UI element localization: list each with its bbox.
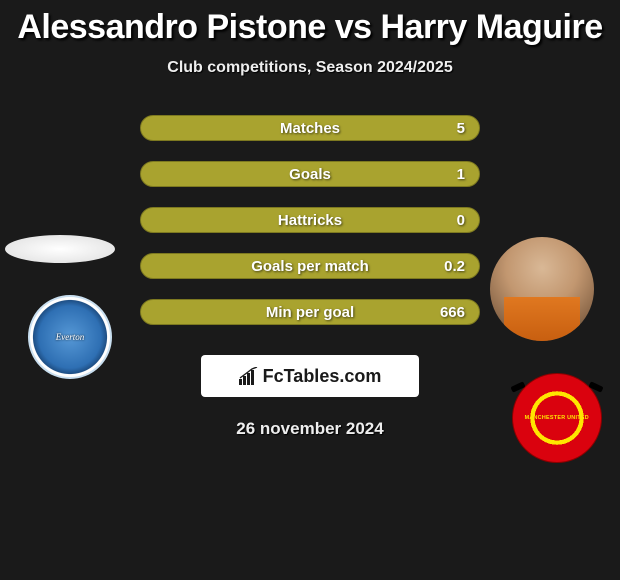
stat-bar: Hattricks 0 — [140, 207, 480, 233]
stat-bar: Matches 5 — [140, 115, 480, 141]
stat-value-right: 5 — [457, 120, 465, 137]
stat-label: Min per goal — [266, 304, 354, 321]
stat-label: Goals per match — [251, 258, 369, 275]
brand-text: FcTables.com — [263, 366, 382, 387]
stat-row: Min per goal 666 — [140, 299, 480, 325]
player-avatar-left — [5, 235, 115, 263]
stat-bar: Goals per match 0.2 — [140, 253, 480, 279]
stat-rows: Matches 5 Goals 1 Hattricks 0 Goals per … — [140, 115, 480, 325]
stat-label: Hattricks — [278, 212, 342, 229]
comparison-card: Alessandro Pistone vs Harry Maguire Club… — [0, 0, 620, 580]
page-title: Alessandro Pistone vs Harry Maguire — [0, 8, 620, 47]
stat-value-right: 0 — [457, 212, 465, 229]
page-subtitle: Club competitions, Season 2024/2025 — [0, 59, 620, 77]
stat-label: Goals — [289, 166, 331, 183]
stat-row: Goals 1 — [140, 161, 480, 187]
stat-bar: Min per goal 666 — [140, 299, 480, 325]
stat-value-right: 1 — [457, 166, 465, 183]
club-badge-right: MANCHESTER UNITED — [512, 373, 602, 463]
stat-row: Goals per match 0.2 — [140, 253, 480, 279]
player-avatar-right — [490, 237, 594, 341]
club-badge-left-label: Everton — [56, 333, 85, 342]
stat-value-right: 666 — [440, 304, 465, 321]
stat-row: Hattricks 0 — [140, 207, 480, 233]
brand-box[interactable]: FcTables.com — [201, 355, 419, 397]
stat-bar: Goals 1 — [140, 161, 480, 187]
stat-value-right: 0.2 — [444, 258, 465, 275]
stat-row: Matches 5 — [140, 115, 480, 141]
brand-chart-icon — [239, 367, 259, 385]
stats-area: Everton MANCHESTER UNITED Matches 5 Goal… — [0, 115, 620, 439]
club-badge-right-label: MANCHESTER UNITED — [525, 415, 589, 421]
stat-label: Matches — [280, 120, 340, 137]
club-badge-left: Everton — [28, 295, 112, 379]
